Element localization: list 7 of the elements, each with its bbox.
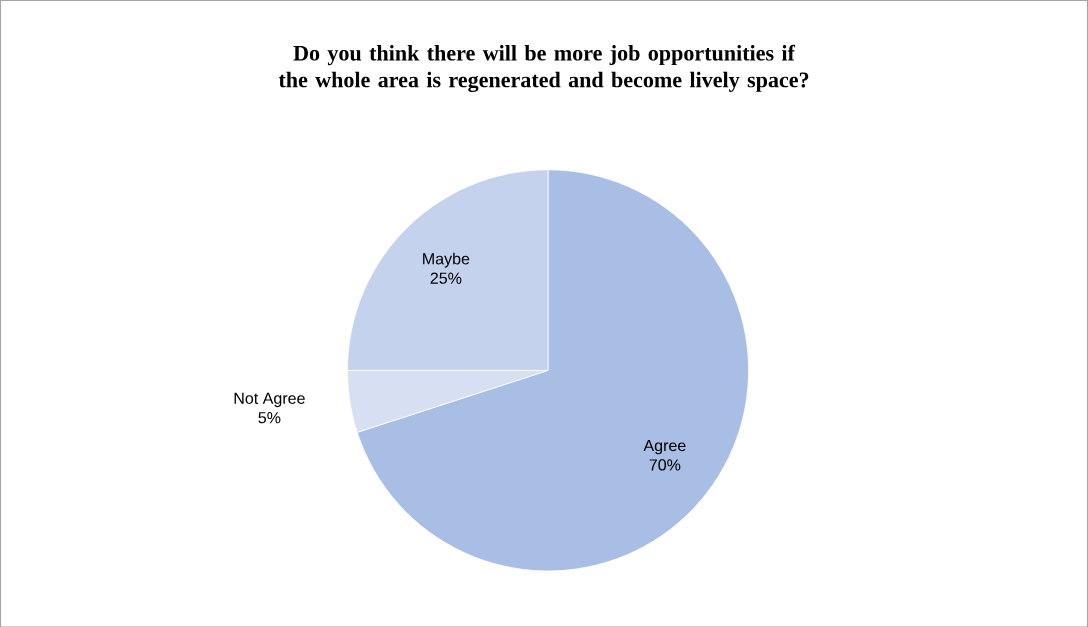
slice-label: Not Agree <box>234 392 305 407</box>
chart-title: Do you think there will be more job opportunities if the whole area is regenerated and become lively space? <box>278 44 809 92</box>
data-label: 5% <box>258 411 281 424</box>
slice-label: Agree <box>643 439 686 455</box>
data-label: 25% <box>430 272 462 284</box>
data-label: 70% <box>649 459 681 471</box>
slice-label: Maybe <box>423 252 470 268</box>
